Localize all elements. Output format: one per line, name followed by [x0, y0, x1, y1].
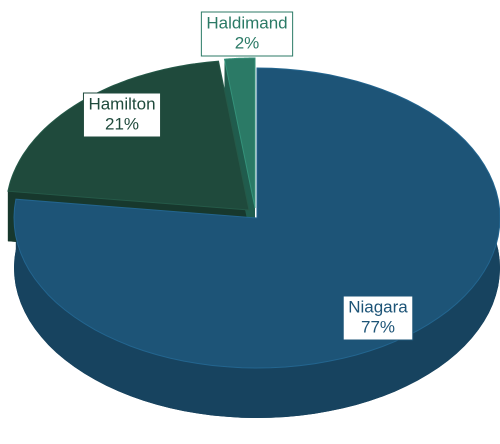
- label-value: 77%: [361, 317, 395, 336]
- label-name: Haldimand: [206, 13, 287, 32]
- label-name: Hamilton: [88, 94, 155, 113]
- label-value: 2%: [235, 33, 260, 52]
- label-value: 21%: [105, 114, 139, 133]
- label-name: Niagara: [348, 297, 408, 316]
- pie-slice: [13, 67, 500, 369]
- label-box: [200, 11, 294, 57]
- pie-slice: [223, 57, 256, 209]
- label-box: [342, 295, 414, 341]
- label-box: [82, 92, 162, 138]
